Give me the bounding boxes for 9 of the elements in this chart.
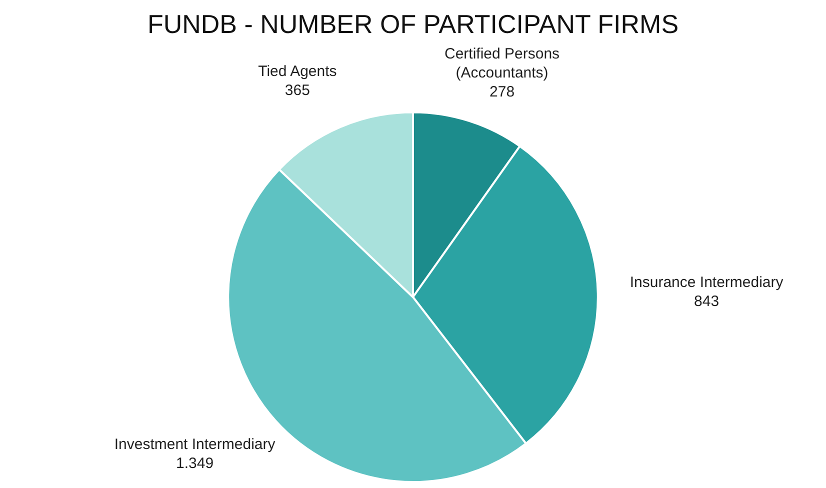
slice-label: Tied Agents (258, 62, 337, 80)
slice-label: Investment Intermediary (114, 436, 276, 453)
data-label: 365 (284, 82, 310, 99)
data-label: 843 (694, 292, 720, 310)
data-label: 278 (490, 83, 515, 100)
chart-title: FUNDB - NUMBER OF PARTICIPANT FIRMS (147, 8, 679, 39)
slice-label: Insurance Intermediary (630, 274, 784, 291)
slice-label: Certified Persons (Accountants) (444, 45, 560, 82)
data-label: 1.349 (176, 454, 214, 472)
